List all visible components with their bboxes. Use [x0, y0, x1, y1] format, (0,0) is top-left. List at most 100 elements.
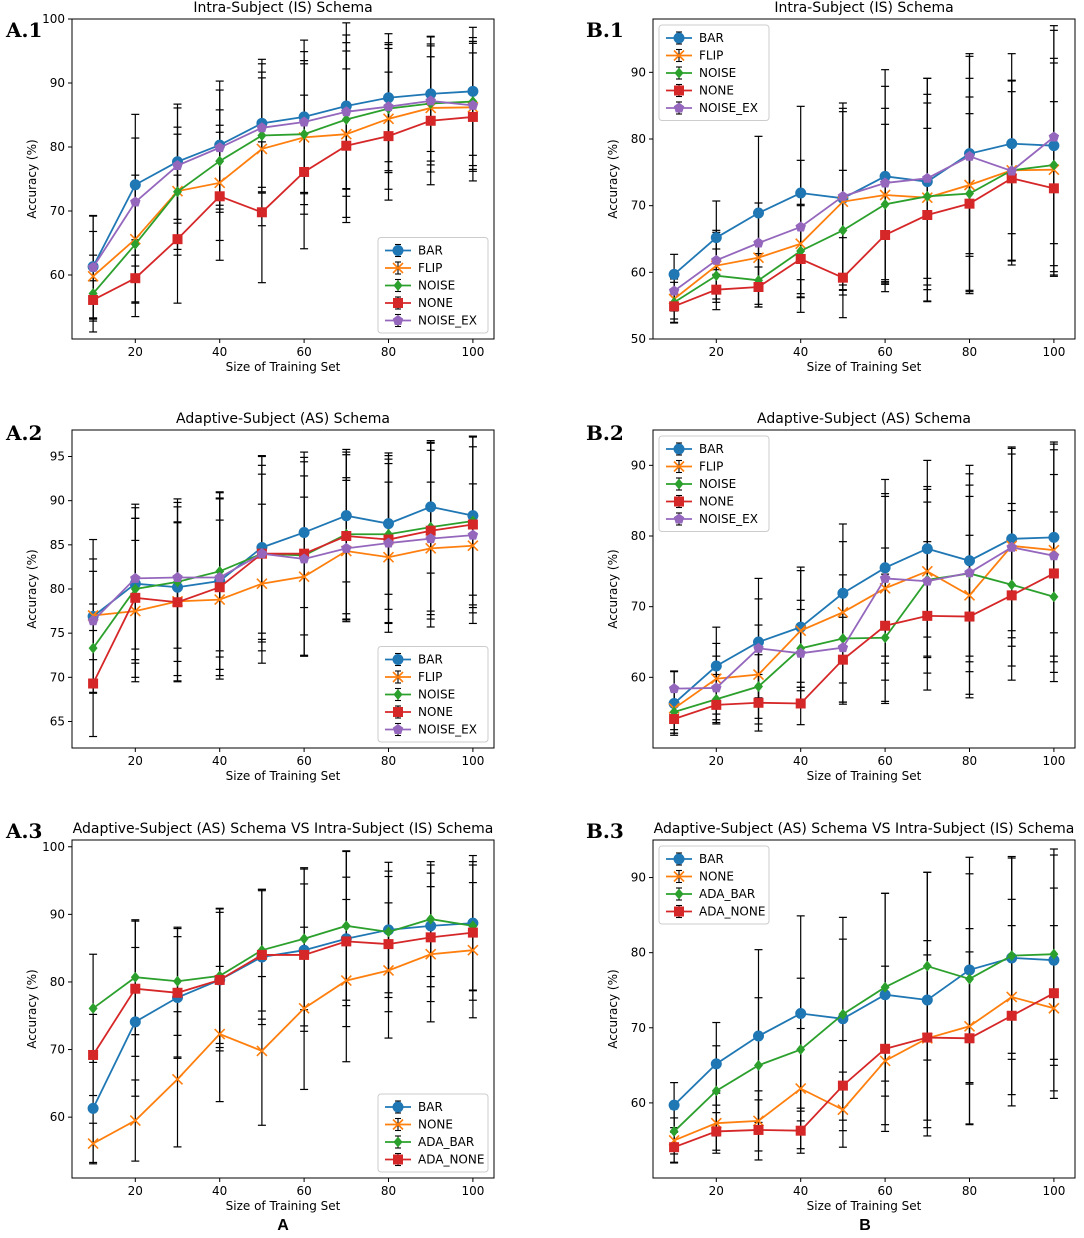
y-tick-label: 90: [50, 907, 65, 921]
data-point: [425, 95, 436, 106]
data-point: [214, 594, 226, 606]
data-point: [796, 1044, 806, 1056]
data-point: [753, 1030, 764, 1042]
data-point: [710, 232, 722, 244]
data-point: [88, 642, 98, 654]
data-point: [880, 632, 890, 644]
plot-area: [87, 850, 479, 1165]
legend-marker: [674, 67, 684, 79]
y-tick-label: 50: [631, 332, 646, 346]
panel-label-b2: B.2: [586, 421, 624, 445]
data-point: [425, 525, 436, 536]
data-point: [838, 632, 848, 644]
plot-area: [668, 441, 1060, 736]
legend-label: NONE: [699, 84, 734, 98]
legend-label: ADA_BAR: [418, 1135, 474, 1149]
data-point: [753, 207, 764, 219]
legend-marker: [674, 85, 684, 96]
data-point: [172, 572, 183, 582]
data-point: [467, 111, 478, 122]
data-point: [341, 920, 351, 932]
panel-label-b3: B.3: [586, 819, 624, 843]
data-point: [838, 1008, 848, 1020]
data-point: [130, 592, 141, 603]
y-tick-label: 60: [50, 268, 65, 282]
legend-marker: [673, 32, 685, 44]
data-point: [1006, 165, 1017, 176]
chart-a2: Adaptive-Subject (AS) Schema 20 40 60 80 100 6…: [25, 411, 495, 783]
legend-label: NOISE_EX: [699, 512, 758, 526]
chart-a3: Adaptive-Subject (AS) Schema VS Intra-Su…: [25, 821, 495, 1213]
legend-box: [377, 1093, 489, 1173]
data-point: [173, 186, 182, 198]
data-point: [383, 939, 394, 950]
data-point: [796, 245, 806, 257]
data-point: [1006, 541, 1017, 552]
legend-label: NOISE: [418, 688, 455, 702]
data-point: [795, 698, 806, 709]
series-line: [673, 142, 1054, 276]
data-point: [837, 1080, 848, 1091]
data-point: [710, 673, 722, 685]
data-point: [753, 1124, 764, 1135]
plot-area: [668, 848, 1060, 1164]
legend-label: ADA_NONE: [699, 905, 765, 919]
y-axis-label: Accuracy (%): [25, 549, 39, 628]
x-tick-label: 40: [793, 754, 808, 768]
x-tick-label: 100: [461, 1184, 484, 1198]
data-point: [299, 933, 309, 945]
legend-label: BAR: [418, 653, 443, 667]
series-line: [92, 100, 473, 268]
y-tick-label: 75: [50, 626, 65, 640]
data-point: [921, 543, 933, 555]
y-tick-label: 80: [50, 140, 65, 154]
y-tick-label: 90: [50, 76, 65, 90]
y-tick-label: 90: [50, 494, 65, 508]
data-point: [795, 238, 807, 250]
legend: BAR NONE ADA_BAR ADA_NONE: [658, 845, 770, 925]
x-tick-label: 60: [877, 754, 892, 768]
data-point: [256, 122, 268, 133]
data-point: [383, 518, 394, 530]
data-point: [214, 974, 225, 985]
data-point: [752, 668, 765, 681]
data-point: [299, 166, 310, 177]
data-point: [129, 1114, 141, 1127]
series-line: [673, 164, 1055, 304]
data-point: [467, 85, 479, 97]
data-point: [1007, 950, 1017, 962]
legend-marker: [673, 443, 685, 455]
y-tick-label: 80: [631, 132, 646, 146]
legend-marker: [393, 298, 403, 308]
series-line: [92, 100, 473, 295]
data-point: [298, 526, 310, 538]
legend-label: NONE: [699, 495, 734, 509]
y-tick-label: 60: [631, 670, 646, 684]
data-point: [1048, 550, 1060, 561]
series-line: [92, 90, 473, 268]
series-line: [673, 536, 1054, 705]
errorbars-ada_none: [89, 864, 477, 1097]
x-tick-label: 100: [461, 754, 484, 768]
x-tick-label: 80: [962, 345, 977, 359]
plot-frame: [71, 839, 495, 1179]
x-axis-label: Size of Training Set: [807, 769, 922, 783]
data-point: [340, 128, 352, 140]
chart-title: Adaptive-Subject (AS) Schema: [176, 411, 390, 427]
series-line: [673, 168, 1054, 300]
x-tick-label: 40: [793, 345, 808, 359]
x-tick-label: 80: [962, 1184, 977, 1198]
legend-marker: [393, 689, 403, 700]
data-point: [752, 252, 765, 264]
data-point: [711, 699, 722, 710]
chart-a1: Intra-Subject (IS) Schema 20 40 60 80 100 60 70…: [25, 0, 495, 374]
data-point: [467, 540, 479, 552]
data-point: [340, 975, 352, 987]
data-point: [467, 927, 478, 938]
x-axis-label: Size of Training Set: [226, 360, 341, 374]
legend-marker: [392, 671, 404, 683]
data-point: [130, 983, 141, 994]
data-point: [88, 1049, 99, 1060]
y-axis-label: Accuracy (%): [606, 969, 620, 1048]
x-tick-label: 40: [212, 345, 227, 359]
